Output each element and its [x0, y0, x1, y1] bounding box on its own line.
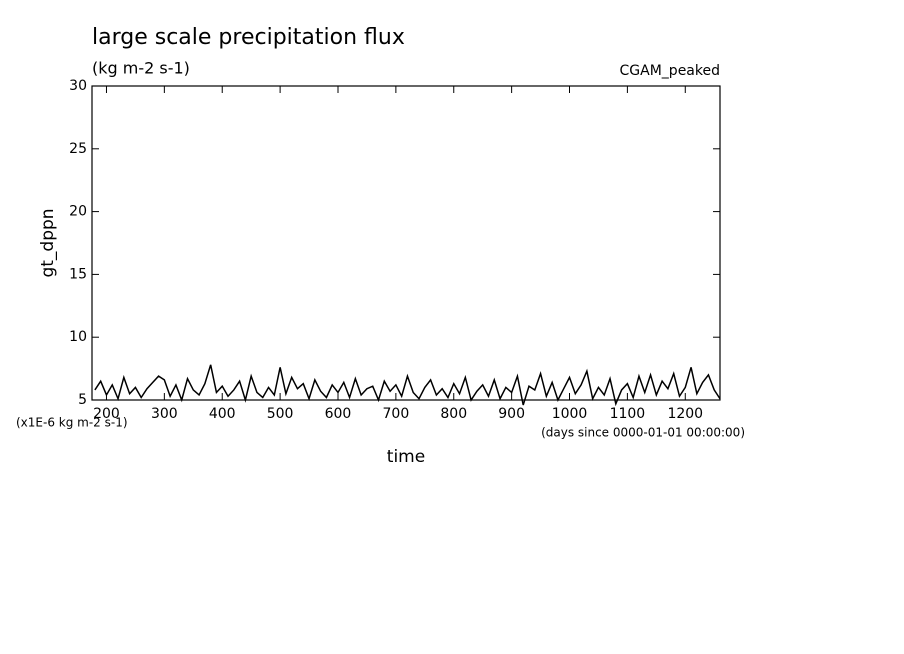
y-axis-label: gt_dppn — [38, 208, 58, 277]
x-tick-label: 1100 — [610, 406, 646, 422]
x-tick-label: 300 — [151, 406, 178, 422]
annotation: CGAM_peaked — [620, 63, 720, 79]
y-tick-label: 30 — [69, 78, 87, 94]
y-tick-label: 20 — [69, 204, 87, 220]
x-tick-label: 800 — [440, 406, 467, 422]
x-units: (days since 0000-01-01 00:00:00) — [541, 426, 745, 440]
x-axis-label: time — [387, 447, 425, 467]
y-tick-label: 5 — [78, 392, 87, 408]
chart-subtitle: (kg m-2 s-1) — [92, 59, 190, 78]
x-tick-label: 1000 — [552, 406, 588, 422]
y-tick-label: 10 — [69, 329, 87, 345]
y-tick-label: 15 — [69, 266, 87, 282]
data-line — [94, 364, 721, 407]
x-tick-label: 400 — [209, 406, 236, 422]
x-tick-label: 900 — [498, 406, 525, 422]
plot-frame — [91, 85, 721, 401]
x-tick-label: 700 — [383, 406, 410, 422]
x-tick-label: 500 — [267, 406, 294, 422]
x-tick-label: 1200 — [667, 406, 703, 422]
y-tick-label: 25 — [69, 141, 87, 157]
x-tick-label: 200 — [93, 406, 120, 422]
chart-title: large scale precipitation flux — [92, 25, 405, 50]
x-tick-label: 600 — [325, 406, 352, 422]
y-units: (x1E-6 kg m-2 s-1) — [16, 416, 128, 430]
